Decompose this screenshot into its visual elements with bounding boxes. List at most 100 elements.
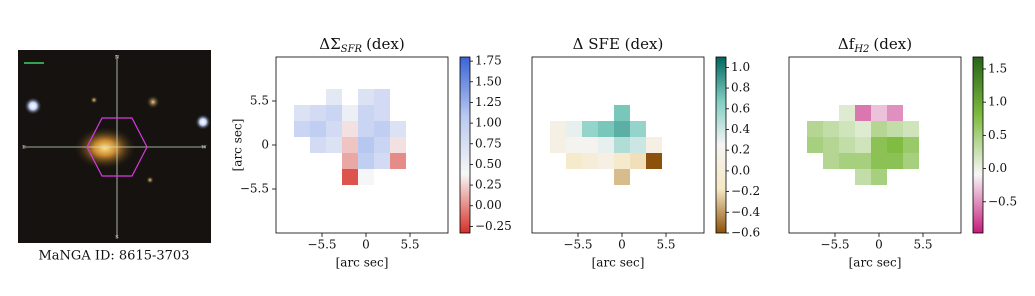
map-pixel xyxy=(903,153,919,169)
colorbar-tick-label: 1.0 xyxy=(988,95,1007,109)
colorbar xyxy=(715,56,727,234)
map-pixel xyxy=(855,121,871,137)
map-pixel xyxy=(598,153,614,169)
x-tick-label: 0 xyxy=(362,238,370,252)
map-pixel xyxy=(294,121,310,137)
map-pixel xyxy=(807,137,823,153)
map-pixel xyxy=(326,137,342,153)
map-pixel xyxy=(582,137,598,153)
map-pixel xyxy=(326,105,342,121)
map-pixel xyxy=(342,169,358,185)
map-pixel xyxy=(598,121,614,137)
map-pixel xyxy=(614,121,630,137)
map-pixel xyxy=(855,169,871,185)
map-pixel xyxy=(566,153,582,169)
compass-label: S xyxy=(115,235,119,241)
colorbar-tick-label: 0.0 xyxy=(731,163,750,177)
x-tick-label: 0 xyxy=(875,238,883,252)
map-pixel xyxy=(855,137,871,153)
ifu-hexagon xyxy=(86,117,148,177)
map-pixel xyxy=(358,137,374,153)
map-pixel xyxy=(887,105,903,121)
map-pixel xyxy=(630,153,646,169)
map-pixel xyxy=(310,137,326,153)
colorbar-tick-label: 0.00 xyxy=(475,198,502,212)
colorbar-tick-label: −0.2 xyxy=(731,184,760,198)
chart-title: ΔfH2 (dex) xyxy=(838,35,912,55)
colorbar-tick-label: 0.6 xyxy=(731,101,750,115)
colorbar-tick-label: −0.25 xyxy=(475,219,512,233)
colorbar-tick-label: −0.5 xyxy=(988,194,1017,208)
map-pixel xyxy=(374,137,390,153)
map-pixel xyxy=(374,89,390,105)
colorbar-tick-label: 1.00 xyxy=(475,116,502,130)
colorbar-tick-label: −0.4 xyxy=(731,205,761,219)
map-pixel xyxy=(903,121,919,137)
colorbar-tick-label: 1.25 xyxy=(475,95,502,109)
colorbar-tick-label: 0.4 xyxy=(731,122,750,136)
axes-frame xyxy=(788,56,962,234)
star xyxy=(146,176,154,184)
title-main: ΔΣ xyxy=(319,35,340,53)
map-pixel xyxy=(550,121,566,137)
map-pixel xyxy=(614,169,630,185)
chart-title: Δ SFE (dex) xyxy=(573,35,664,53)
colorbar-tick-label: 0.8 xyxy=(731,81,750,95)
star xyxy=(24,97,42,115)
colorbar xyxy=(972,56,984,234)
map-pixel xyxy=(358,153,374,169)
map-pixel xyxy=(871,137,887,153)
chart-title: ΔΣSFR (dex) xyxy=(319,35,404,55)
map-pixel xyxy=(310,121,326,137)
image-caption: MaNGA ID: 8615-3703 xyxy=(39,249,190,264)
map-pixel xyxy=(598,137,614,153)
compass-label: W xyxy=(201,145,207,151)
map-pixel xyxy=(855,153,871,169)
map-pixel xyxy=(358,89,374,105)
map-pixel xyxy=(614,137,630,153)
map-pixel xyxy=(566,137,582,153)
map-pixel xyxy=(871,169,887,185)
y-tick-label: 5.5 xyxy=(250,94,269,108)
compass-label: N xyxy=(115,55,120,61)
map-pixel xyxy=(614,153,630,169)
map-pixel xyxy=(646,137,662,153)
map-pixel xyxy=(871,153,887,169)
x-tick-label: 5.5 xyxy=(913,238,932,252)
x-axis-label: [arc sec] xyxy=(336,256,389,270)
map-pixel xyxy=(310,105,326,121)
title-rest: (dex) xyxy=(873,35,912,53)
x-axis-label: [arc sec] xyxy=(849,256,902,270)
map-pixel xyxy=(839,105,855,121)
map-pixel xyxy=(582,121,598,137)
colorbar-tick-label: 1.5 xyxy=(988,61,1007,75)
map-pixel xyxy=(887,137,903,153)
colorbar-tick-label: −0.6 xyxy=(731,226,760,240)
y-tick-label: 0 xyxy=(261,138,269,152)
map-pixel xyxy=(823,137,839,153)
axes-frame xyxy=(531,56,705,234)
map-pixel xyxy=(358,169,374,185)
map-pixel xyxy=(358,105,374,121)
x-tick-label: −5.5 xyxy=(820,238,849,252)
map-pixel xyxy=(839,137,855,153)
title-rest: (dex) xyxy=(366,35,405,53)
map-pixel xyxy=(823,153,839,169)
map-pixel xyxy=(342,121,358,137)
x-tick-label: −5.5 xyxy=(307,238,336,252)
map-pixel xyxy=(342,153,358,169)
compass-label: E xyxy=(22,145,26,151)
map-pixel xyxy=(326,121,342,137)
title-main: Δf xyxy=(838,35,856,53)
galaxy xyxy=(73,126,137,170)
map-pixel xyxy=(550,137,566,153)
map-pixel xyxy=(374,105,390,121)
map-pixel xyxy=(614,105,630,121)
x-tick-label: 5.5 xyxy=(400,238,419,252)
map-pixel xyxy=(903,137,919,153)
star xyxy=(195,114,211,130)
map-pixel xyxy=(871,105,887,121)
map-pixel xyxy=(887,153,903,169)
colorbar-tick-label: 0.2 xyxy=(731,143,750,157)
